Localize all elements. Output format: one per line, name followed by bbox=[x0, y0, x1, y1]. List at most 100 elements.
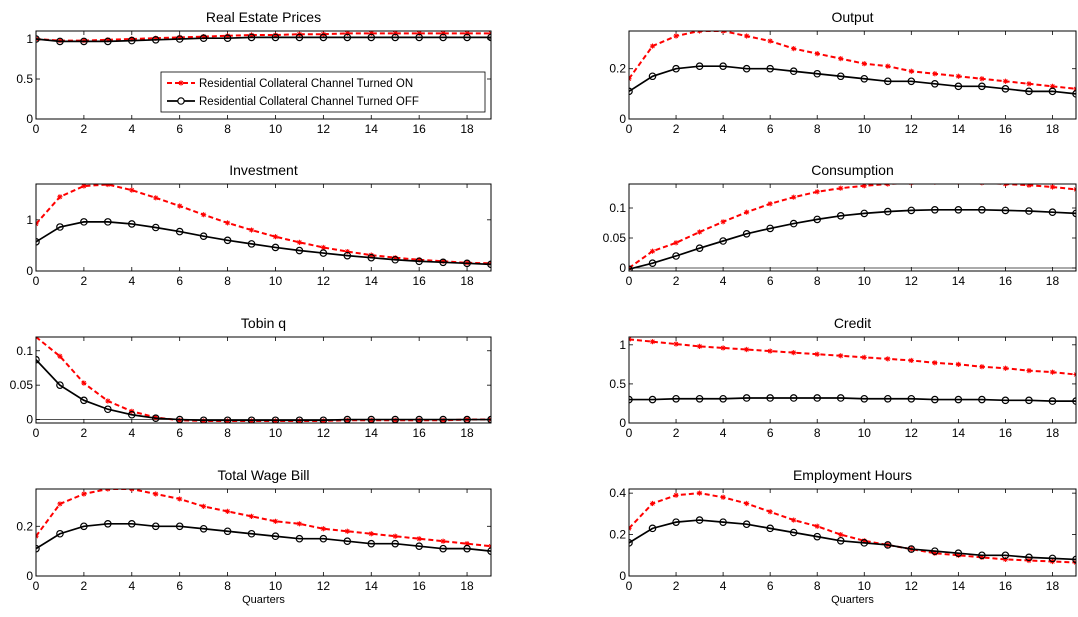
series-line-on bbox=[36, 184, 491, 265]
data-point-on bbox=[129, 187, 135, 193]
data-point-off bbox=[672, 394, 680, 403]
data-point-off bbox=[127, 519, 136, 528]
data-point-on bbox=[368, 531, 374, 537]
data-point-on bbox=[955, 73, 961, 79]
data-point-on bbox=[1049, 184, 1056, 190]
y-tick-label: 0.2 bbox=[609, 62, 626, 76]
legend-box bbox=[160, 71, 486, 113]
data-point-on bbox=[838, 353, 844, 359]
x-tick-label: 14 bbox=[365, 274, 379, 288]
data-point-off bbox=[295, 534, 304, 543]
data-point-off bbox=[836, 394, 845, 402]
x-axis-label: Quarters bbox=[831, 594, 874, 606]
data-point-on bbox=[885, 356, 891, 362]
data-point-off bbox=[648, 395, 657, 404]
x-tick-label: 16 bbox=[412, 274, 426, 288]
legend: Residential Collateral Channel Turned ON… bbox=[160, 71, 486, 113]
panel-title: Credit bbox=[834, 315, 871, 331]
x-tick-label: 4 bbox=[720, 426, 727, 440]
plot-area bbox=[36, 31, 491, 46]
data-point-off bbox=[319, 249, 328, 257]
series-line-off bbox=[36, 359, 491, 422]
x-tick-label: 6 bbox=[176, 122, 183, 136]
data-point-off bbox=[319, 534, 328, 543]
legend-on-marker bbox=[178, 80, 184, 86]
x-tick-label: 18 bbox=[460, 579, 474, 593]
data-point-on bbox=[744, 500, 750, 507]
data-point-off bbox=[954, 549, 963, 558]
data-point-off bbox=[463, 544, 471, 553]
data-point-on bbox=[979, 364, 985, 370]
data-point-off bbox=[199, 34, 208, 43]
data-point-off bbox=[1025, 396, 1033, 405]
data-point-on bbox=[272, 518, 279, 524]
data-point-on bbox=[1049, 369, 1056, 375]
data-point-on bbox=[57, 194, 63, 200]
data-point-off bbox=[789, 67, 798, 76]
data-point-on bbox=[720, 345, 726, 351]
data-point-off bbox=[295, 416, 304, 423]
panel-real-estate-prices: Real Estate Prices 0 2 4 6 8 10 12 14 16 18 0 0.5 1 Re… bbox=[16, 9, 492, 136]
x-tick-label: 4 bbox=[720, 579, 727, 593]
data-point-off bbox=[343, 251, 352, 260]
data-point-on bbox=[673, 240, 679, 246]
y-tick-label: 0 bbox=[26, 112, 33, 126]
data-point-off bbox=[271, 416, 280, 423]
x-tick-label: 12 bbox=[317, 122, 331, 136]
x-tick-label: 2 bbox=[81, 122, 88, 136]
data-point-on bbox=[767, 348, 773, 354]
data-point-on bbox=[153, 195, 159, 201]
data-point-off bbox=[36, 355, 40, 364]
data-point-off bbox=[672, 252, 680, 260]
data-point-on bbox=[129, 36, 135, 42]
x-tick-label: 4 bbox=[720, 274, 727, 288]
data-point-off bbox=[629, 395, 633, 404]
data-point-on bbox=[908, 68, 914, 74]
plot-area bbox=[629, 337, 1076, 405]
x-tick-label: 6 bbox=[767, 274, 774, 288]
y-tick-label: 0 bbox=[619, 416, 626, 430]
panel-consumption: Consumption 0 2 4 6 8 10 12 14 16 18 0 0.05 0.1 bbox=[603, 162, 1077, 288]
data-point-off bbox=[813, 394, 822, 402]
x-tick-label: 14 bbox=[952, 274, 966, 288]
data-point-on bbox=[296, 239, 303, 245]
data-point-on bbox=[320, 526, 326, 532]
data-point-off bbox=[367, 539, 376, 548]
x-tick-label: 8 bbox=[224, 122, 231, 136]
data-point-off bbox=[104, 37, 112, 46]
panel-title: Tobin q bbox=[241, 315, 286, 331]
data-point-on bbox=[838, 531, 844, 538]
data-point-off bbox=[907, 77, 916, 86]
data-point-off bbox=[127, 220, 136, 228]
data-point-off bbox=[1048, 208, 1057, 217]
data-point-on bbox=[767, 201, 773, 207]
x-tick-label: 8 bbox=[814, 122, 821, 136]
data-point-off bbox=[766, 394, 774, 402]
data-point-off bbox=[789, 394, 798, 402]
data-point-off bbox=[223, 416, 232, 423]
x-tick-label: 2 bbox=[673, 122, 680, 136]
data-point-on bbox=[416, 536, 422, 542]
x-tick-label: 14 bbox=[365, 122, 379, 136]
data-point-on bbox=[861, 538, 867, 544]
data-point-off bbox=[954, 395, 963, 404]
data-point-on bbox=[57, 501, 63, 507]
series-line-off bbox=[629, 65, 1076, 95]
data-point-on bbox=[1049, 83, 1056, 89]
data-point-off bbox=[36, 238, 40, 246]
data-point-on bbox=[767, 509, 773, 515]
data-point-off bbox=[883, 394, 892, 403]
x-tick-label: 2 bbox=[81, 426, 88, 440]
y-tick-label: 0.05 bbox=[10, 378, 34, 392]
panel-title: Consumption bbox=[811, 162, 894, 178]
series-line-on bbox=[629, 184, 1076, 269]
x-tick-label: 12 bbox=[905, 426, 919, 440]
x-tick-label: 18 bbox=[460, 426, 474, 440]
x-tick-label: 18 bbox=[1046, 122, 1060, 136]
data-point-off bbox=[813, 215, 822, 224]
data-point-off bbox=[931, 395, 939, 404]
data-point-on bbox=[177, 34, 183, 40]
x-tick-label: 10 bbox=[858, 579, 872, 593]
data-point-on bbox=[649, 500, 656, 507]
data-point-on bbox=[861, 354, 867, 360]
